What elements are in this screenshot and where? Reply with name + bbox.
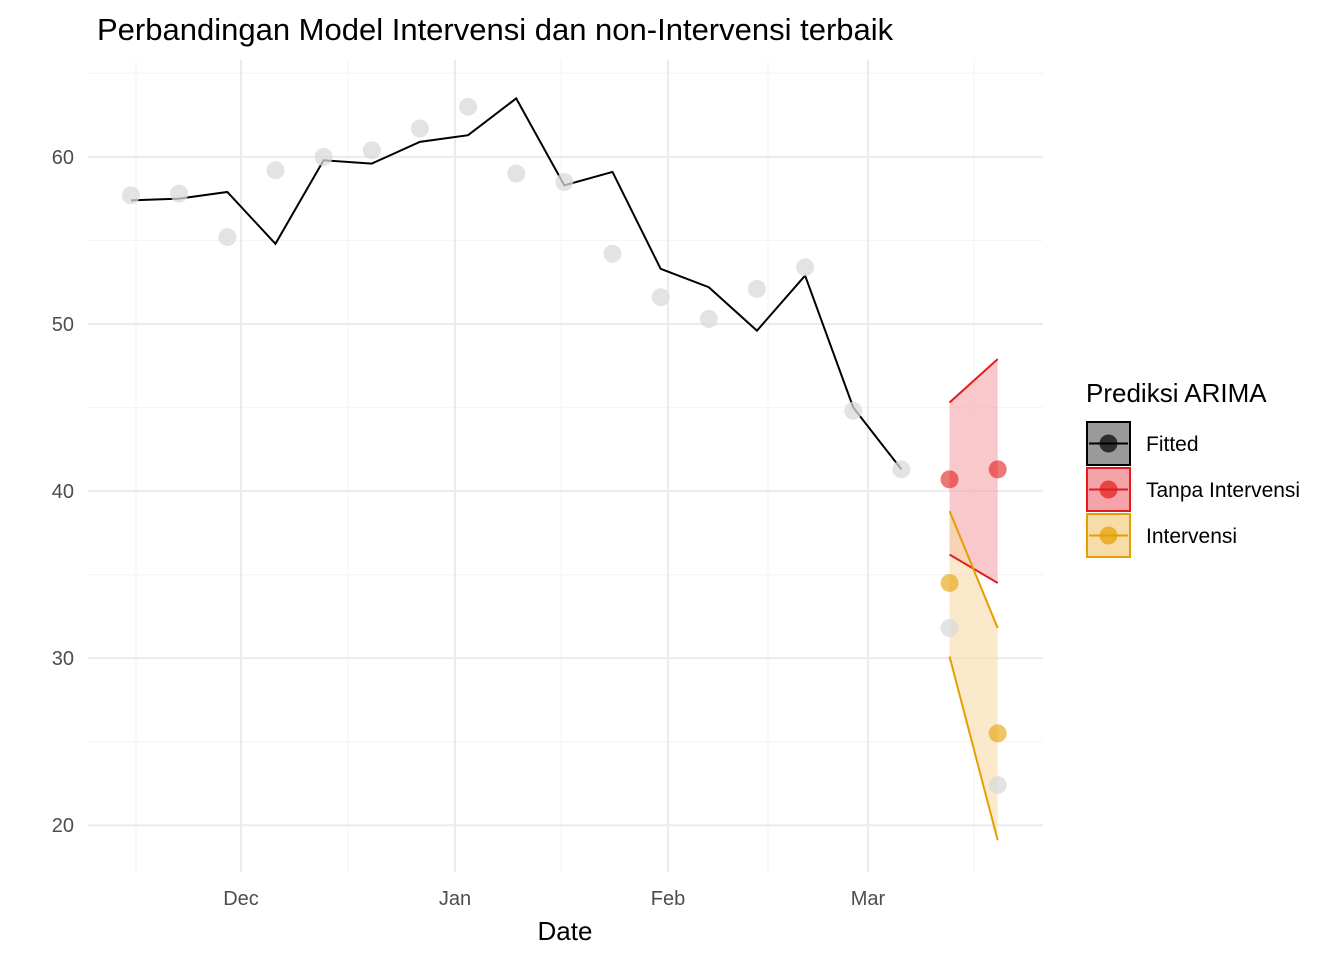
series-lines: [130, 96, 999, 841]
actual-point: [218, 228, 237, 247]
actual-point: [410, 119, 429, 138]
actual-point: [507, 164, 526, 183]
actual-point: [844, 401, 863, 420]
y-tick-label: 60: [52, 147, 74, 169]
tanpa-intervensi-point: [988, 460, 1007, 479]
actual-point: [170, 184, 189, 203]
x-tick-label: Dec: [223, 888, 259, 910]
legend-key-point: [1099, 434, 1118, 453]
data-points: [122, 97, 1007, 795]
actual-point: [555, 172, 574, 191]
fitted-line: [130, 96, 903, 470]
y-tick-label: 20: [52, 815, 74, 837]
axes: 20 30 40 50 60 Dec Jan Feb Mar: [52, 147, 886, 910]
actual-point: [892, 460, 911, 479]
band-intervensi: [949, 511, 998, 841]
x-tick-label: Jan: [439, 888, 471, 910]
actual-point: [459, 97, 478, 116]
y-tick-label: 50: [52, 314, 74, 336]
intervensi-lower-line: [948, 656, 999, 841]
x-tick-label: Mar: [851, 888, 886, 910]
actual-point: [603, 244, 622, 263]
intervensi-point: [988, 724, 1007, 743]
chart-title: Perbandingan Model Intervensi dan non-In…: [97, 12, 894, 47]
actual-point: [266, 161, 285, 180]
actual-point: [314, 147, 333, 166]
legend-label: Intervensi: [1146, 525, 1237, 548]
tanpa-intervensi-point: [940, 470, 959, 489]
actual-point: [747, 279, 766, 298]
legend-key-point: [1099, 480, 1118, 499]
actual-point: [796, 258, 815, 277]
x-axis-label: Date: [538, 916, 593, 946]
legend-key-point: [1099, 526, 1118, 545]
actual-point: [362, 141, 381, 160]
legend-label: Tanpa Intervensi: [1146, 479, 1300, 502]
y-tick-label: 40: [52, 481, 74, 503]
legend: Prediksi ARIMA Fitted Tanpa Intervensi Int…: [1086, 378, 1300, 558]
actual-point: [122, 186, 140, 205]
x-tick-label: Feb: [651, 888, 685, 910]
intervensi-upper-line: [948, 510, 999, 629]
band-tanpa-intervensi: [949, 359, 998, 583]
forecast-bands: [949, 359, 998, 841]
intervensi-point: [940, 573, 959, 592]
actual-test-point: [940, 619, 959, 638]
y-tick-label: 30: [52, 648, 74, 670]
legend-title: Prediksi ARIMA: [1086, 378, 1267, 408]
actual-point: [699, 309, 718, 328]
tanpa-intervensi-upper-line: [948, 358, 999, 404]
legend-label: Fitted: [1146, 433, 1199, 456]
actual-point: [651, 288, 670, 307]
actual-test-point: [988, 776, 1007, 795]
